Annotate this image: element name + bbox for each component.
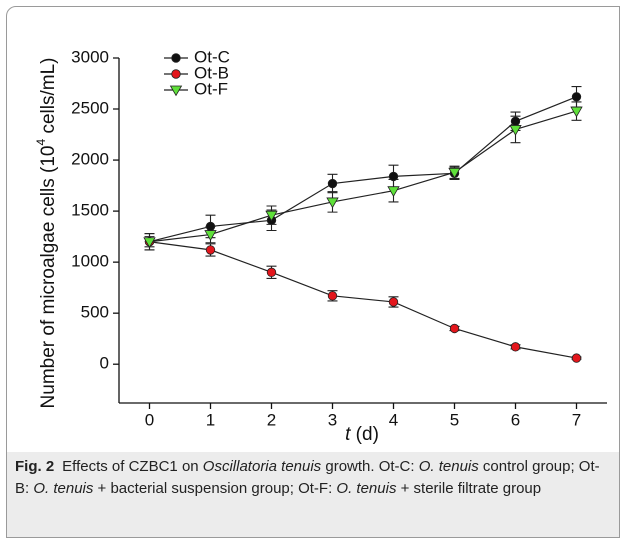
data-point <box>204 230 217 241</box>
legend-marker <box>171 53 181 63</box>
series-line <box>149 110 577 243</box>
caption-text: + bacterial suspension group; Ot-F: <box>93 480 337 497</box>
data-point <box>448 167 461 179</box>
legend-marker <box>169 85 183 97</box>
y-tick-label: 0 <box>100 354 109 373</box>
caption-label: Fig. 2 <box>15 458 55 475</box>
series-line <box>149 96 577 243</box>
data-point <box>326 197 339 209</box>
legend-label: Ot-C <box>194 47 230 66</box>
data-point <box>510 342 521 352</box>
x-tick-label: 6 <box>511 410 520 429</box>
chart: Number of microalgae cells (104 cells/mL… <box>34 47 607 445</box>
x-tick-label: 5 <box>450 410 459 429</box>
y-tick-label: 1500 <box>71 201 109 220</box>
caption-text: + sterile filtrate group <box>396 480 542 497</box>
x-axis-label: t (d) <box>345 424 379 445</box>
x-tick-label: 4 <box>389 410 398 429</box>
y-tick-label: 3000 <box>71 47 109 66</box>
data-point <box>265 210 278 222</box>
y-label-text: Number of microalgae cells (10 <box>38 146 59 409</box>
data-point <box>509 125 522 136</box>
data-point <box>449 323 460 334</box>
data-point <box>327 291 338 301</box>
caption-text: growth. Ot-C: <box>321 458 419 475</box>
caption-text: Effects of CZBC1 on <box>62 458 203 475</box>
data-point <box>388 171 399 182</box>
y-label-sup: 4 <box>34 139 48 146</box>
x-tick-label: 3 <box>328 410 337 429</box>
data-point <box>570 106 583 118</box>
legend-label: Ot-F <box>194 79 228 98</box>
data-point <box>510 116 521 126</box>
caption-text: O. tenuis <box>418 458 479 475</box>
x-label-unit: (d) <box>350 424 379 445</box>
x-tick-label: 1 <box>206 410 215 429</box>
figure: Number of microalgae cells (104 cells/mL… <box>6 6 620 538</box>
series-line <box>149 241 577 359</box>
x-tick-label: 7 <box>572 410 581 429</box>
data-point <box>205 245 216 255</box>
data-point <box>388 297 399 307</box>
x-tick-label: 2 <box>267 410 276 429</box>
y-tick-label: 2500 <box>71 99 109 118</box>
x-label-var: t <box>345 424 351 445</box>
data-point <box>571 353 582 363</box>
data-point <box>143 237 156 249</box>
y-label-text: cells/mL) <box>38 58 59 139</box>
y-tick-label: 1000 <box>71 252 109 271</box>
caption: Fig. 2 Effects of CZBC1 on Oscillatoria t… <box>7 452 619 537</box>
y-axis-label: Number of microalgae cells (104 cells/mL… <box>34 58 59 409</box>
caption-text: O. tenuis <box>33 480 94 497</box>
data-point <box>387 186 400 197</box>
data-point <box>571 92 582 102</box>
legend-label: Ot-B <box>194 63 229 82</box>
data-point <box>327 178 338 189</box>
caption-text: control group; Ot-B: <box>15 458 600 497</box>
y-tick-label: 500 <box>81 303 109 322</box>
legend-marker <box>171 69 181 79</box>
y-tick-label: 2000 <box>71 150 109 169</box>
caption-text: O. tenuis <box>336 480 397 497</box>
data-point <box>205 221 216 232</box>
data-point <box>266 267 277 278</box>
caption-text: Oscillatoria tenuis <box>202 458 322 475</box>
x-tick-label: 0 <box>145 410 154 429</box>
